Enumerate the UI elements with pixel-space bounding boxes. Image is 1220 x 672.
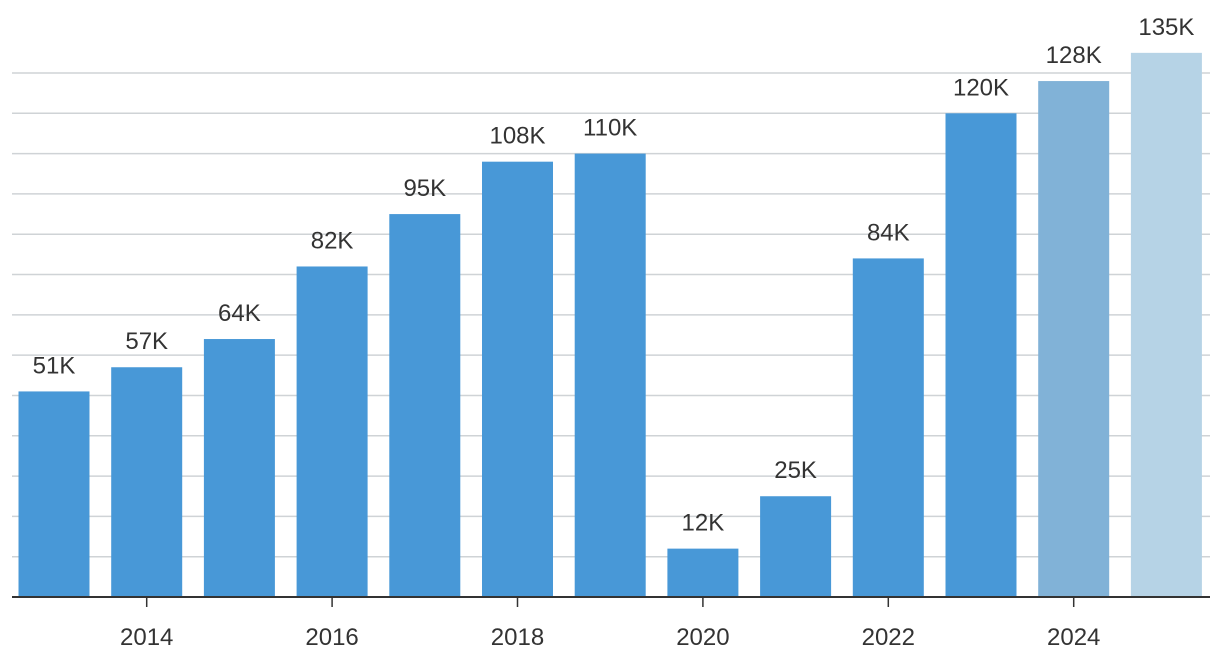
tick-label-2024: 2024: [1047, 624, 1100, 651]
bar-2017: [389, 214, 461, 598]
tick-label-2018: 2018: [491, 624, 544, 651]
data-label-2017: 95K: [403, 175, 446, 202]
bar-2021: [760, 496, 832, 597]
bars: [18, 52, 1202, 598]
bar-2025: [1130, 52, 1202, 598]
data-labels: 51K 57K 64K 82K 95K 108K 110K 12K 25K 84K 120K 128K…: [33, 14, 1195, 537]
bar-2023: [945, 113, 1017, 598]
data-label-2023: 120K: [953, 74, 1009, 101]
data-label-2014: 57K: [125, 328, 168, 355]
x-axis-ticks: 2014 2016 2018 2020 2022 2024: [120, 597, 1100, 651]
tick-label-2020: 2020: [676, 624, 729, 651]
data-label-2024: 128K: [1046, 42, 1102, 69]
data-label-2025: 135K: [1138, 14, 1194, 41]
data-label-2022: 84K: [867, 219, 910, 246]
bar-2020: [667, 548, 739, 597]
bar-2013: [18, 391, 90, 597]
data-label-2019: 110K: [583, 115, 637, 142]
bar-2018: [482, 161, 553, 597]
tick-label-2016: 2016: [305, 624, 358, 651]
data-label-2015: 64K: [218, 300, 261, 327]
data-label-2020: 12K: [682, 510, 725, 537]
bar-2019: [574, 153, 646, 597]
bar-2016: [296, 266, 368, 597]
data-label-2016: 82K: [311, 227, 354, 254]
data-label-2021: 25K: [774, 457, 817, 484]
data-label-2013: 51K: [33, 352, 76, 379]
tick-label-2022: 2022: [862, 624, 915, 651]
data-label-2018: 108K: [489, 123, 545, 150]
bar-2015: [203, 339, 275, 597]
tick-label-2014: 2014: [120, 624, 173, 651]
bar-2022: [852, 258, 924, 597]
bar-2014: [111, 367, 183, 597]
bar-2024: [1038, 81, 1110, 598]
